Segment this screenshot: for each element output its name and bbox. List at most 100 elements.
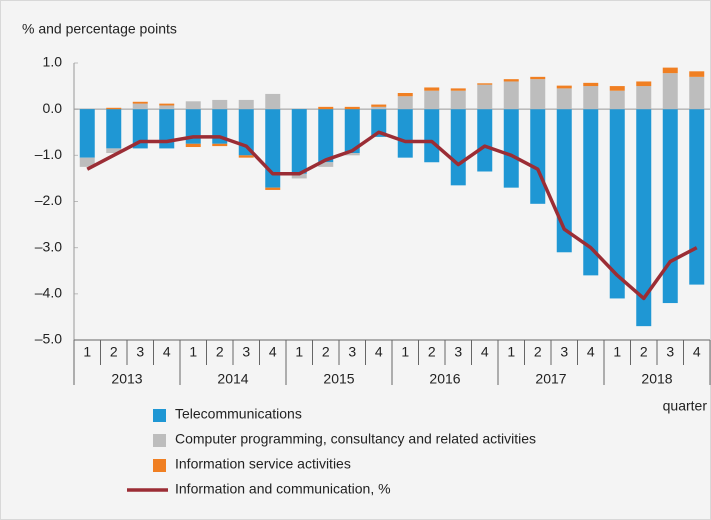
x-tick-label: 1	[83, 344, 91, 360]
bar-segment	[371, 109, 387, 137]
bar-segment	[450, 109, 466, 186]
bar-segment	[424, 87, 440, 91]
bar-segment	[477, 83, 493, 85]
bar-segment	[344, 106, 360, 110]
bar-segment	[397, 96, 413, 110]
bar-segment	[556, 85, 572, 89]
bar-segment	[106, 148, 122, 154]
x-tick-label: 4	[587, 344, 595, 360]
legend-label: Information service activities	[175, 456, 351, 472]
bar-segment	[450, 90, 466, 110]
bar-segment	[238, 155, 254, 158]
bar-segment	[132, 103, 148, 110]
bar-segment	[636, 109, 652, 327]
bar-segment	[477, 84, 493, 110]
x-tick-label: 4	[163, 344, 171, 360]
x-tick-label: 3	[348, 344, 356, 360]
x-tick-label: 2	[110, 344, 118, 360]
x-tick-label: 1	[295, 344, 303, 360]
x-tick-label: 3	[242, 344, 250, 360]
bar-segment	[265, 109, 281, 188]
bar-segment	[530, 79, 546, 110]
bar-segment	[636, 86, 652, 110]
y-tick-label: –2.0	[35, 192, 62, 208]
bar-segment	[106, 109, 122, 149]
x-tick-label: 1	[189, 344, 197, 360]
bar-segment	[344, 153, 360, 156]
bar-segment	[689, 109, 705, 285]
bar-segment	[212, 143, 228, 147]
x-tick-label: 2	[534, 344, 542, 360]
bar-segment	[530, 109, 546, 204]
legend-label: Information and communication, %	[175, 481, 391, 497]
x-tick-label: 3	[136, 344, 144, 360]
bar-segment	[291, 109, 307, 174]
legend-swatch	[153, 434, 166, 447]
bar-segment	[503, 109, 519, 188]
bar-segment	[318, 109, 334, 163]
bar-segment	[344, 109, 360, 154]
bar-segment	[609, 86, 625, 91]
bar-segment	[238, 99, 254, 110]
bar-segment	[397, 109, 413, 158]
x-tick-label: 4	[693, 344, 701, 360]
x-tick-label: 1	[613, 344, 621, 360]
line-series	[86, 130, 698, 301]
y-axis-title: % and percentage points	[22, 21, 177, 37]
x-tick-label: 3	[560, 344, 568, 360]
bar-segment	[79, 157, 95, 167]
year-label: 2018	[641, 371, 672, 387]
bar-segment	[132, 101, 148, 104]
legend-label: Telecommunications	[175, 406, 302, 422]
legend-swatch	[153, 409, 166, 422]
year-label: 2016	[429, 371, 460, 387]
bar-segment	[583, 82, 599, 87]
bar-segment	[318, 162, 334, 167]
bar-segment	[185, 143, 201, 148]
legend-label: Computer programming, consultancy and re…	[175, 431, 536, 447]
bar-segment	[609, 109, 625, 299]
y-tick-label: –3.0	[35, 238, 62, 254]
bar-segment	[265, 93, 281, 110]
bar-segment	[371, 104, 387, 107]
bar-segment	[583, 86, 599, 110]
bar-segment	[291, 173, 307, 179]
bar-segment	[371, 106, 387, 110]
bar-segment	[397, 93, 413, 97]
bar-segment	[132, 109, 148, 149]
x-tick-label: 1	[401, 344, 409, 360]
bar-segment	[265, 187, 281, 190]
bar-segment	[79, 109, 95, 158]
bar-segment	[477, 109, 493, 172]
bar-segment	[503, 81, 519, 110]
bar-segment	[636, 81, 652, 87]
y-tick-label: –5.0	[35, 331, 62, 347]
x-axis-title: quarter	[663, 398, 708, 414]
year-label: 2017	[535, 371, 566, 387]
bar-segment	[583, 109, 599, 276]
x-tick-label: 2	[640, 344, 648, 360]
bar-segment	[689, 71, 705, 77]
x-tick-label: 2	[428, 344, 436, 360]
y-tick-label: –1.0	[35, 146, 62, 162]
bar-segment	[212, 99, 228, 110]
bar-segment	[662, 67, 678, 74]
bar-segment	[662, 73, 678, 110]
bar-segment	[689, 76, 705, 110]
y-tick-label: 1.0	[43, 54, 63, 70]
x-tick-label: 3	[666, 344, 674, 360]
bar-segment	[424, 109, 440, 163]
bar-segment	[159, 109, 175, 149]
bar-segment	[159, 105, 175, 110]
bar-segment	[185, 101, 201, 110]
bar-segment	[159, 103, 175, 106]
bar-segment	[662, 109, 678, 304]
bar-segment	[106, 107, 122, 110]
x-tick-label: 2	[216, 344, 224, 360]
x-tick-label: 4	[375, 344, 383, 360]
bar-segment	[503, 79, 519, 82]
bar-segment	[530, 76, 546, 80]
year-label: 2015	[323, 371, 354, 387]
x-tick-label: 4	[481, 344, 489, 360]
